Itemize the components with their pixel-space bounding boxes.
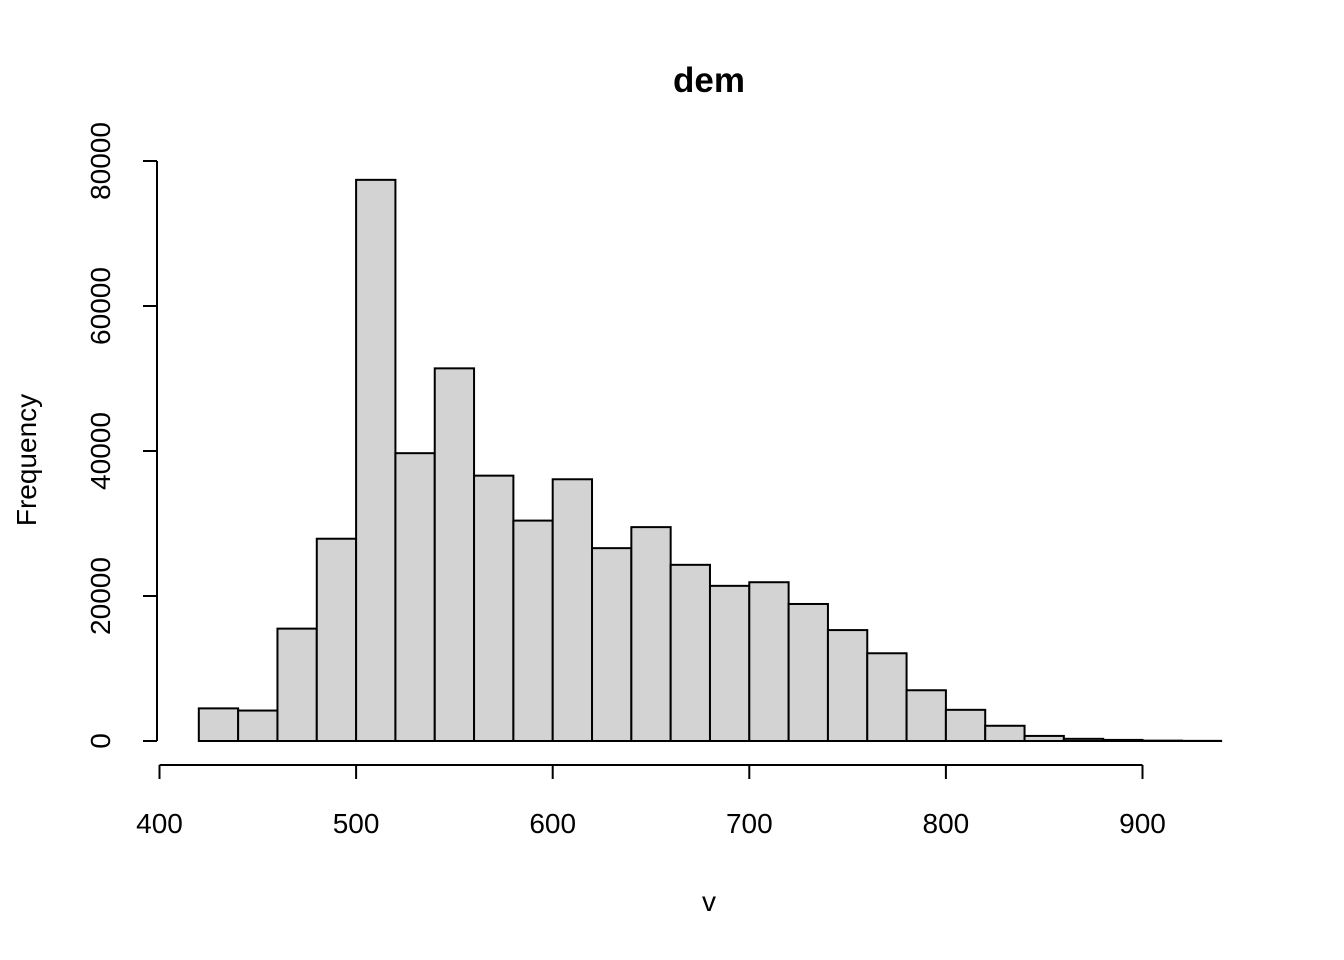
histogram-bar-18 (905, 689, 947, 742)
histogram-bar-0 (197, 707, 240, 743)
bars-group (197, 178, 1223, 743)
chart-title: dem (673, 61, 745, 100)
x-tick-label: 400 (136, 808, 183, 839)
y-tick-label: 40000 (85, 412, 116, 490)
histogram-bar-17 (866, 652, 908, 743)
histogram-bar-19 (944, 708, 987, 743)
histogram-bar-5 (394, 452, 436, 742)
x-tick-label: 800 (923, 808, 970, 839)
x-tick-label: 900 (1119, 808, 1166, 839)
histogram-bar-10 (591, 547, 633, 743)
y-tick-label: 0 (85, 733, 116, 749)
histogram-bar-6 (433, 367, 476, 742)
histogram-bar-3 (315, 537, 358, 742)
histogram-bar-7 (473, 474, 515, 742)
histogram-bar-8 (512, 519, 554, 742)
x-tick-label: 700 (726, 808, 773, 839)
histogram-bar-20 (984, 724, 1026, 743)
histogram-bar-9 (551, 478, 594, 742)
histogram-bar-14 (748, 581, 790, 742)
histogram-bar-15 (787, 602, 829, 742)
histogram-bar-13 (708, 584, 751, 742)
y-tick-label: 60000 (85, 267, 116, 345)
x-tick-label: 500 (333, 808, 380, 839)
histogram-bar-2 (276, 627, 318, 743)
histogram-bar-12 (669, 563, 711, 743)
y-axis-label: Frequency (11, 394, 42, 526)
x-axis: 400 500 600 700 800 900 (136, 764, 1166, 839)
y-tick-label: 80000 (85, 122, 116, 200)
histogram-bar-16 (826, 629, 869, 743)
y-axis: 0 20000 40000 60000 80000 (85, 122, 158, 749)
y-tick-label: 20000 (85, 557, 116, 635)
x-tick-label: 600 (529, 808, 576, 839)
histogram-bar-11 (630, 526, 672, 743)
x-axis-label: v (702, 886, 716, 917)
histogram-bar-1 (237, 709, 279, 742)
histogram-bar-4 (355, 178, 397, 743)
